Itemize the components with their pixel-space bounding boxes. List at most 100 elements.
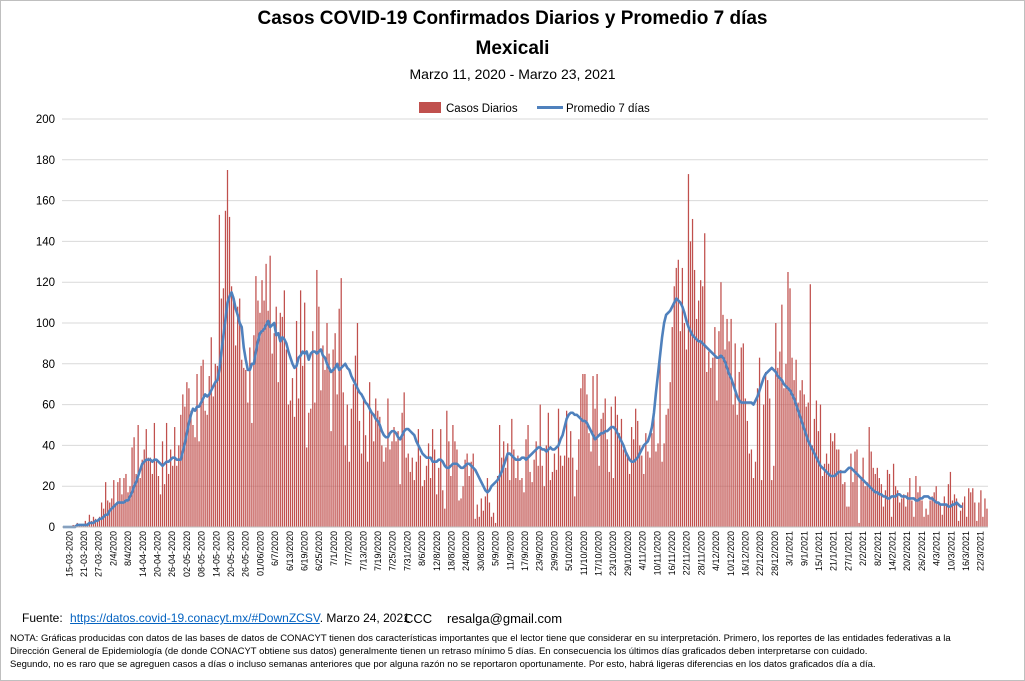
- bar: [133, 437, 135, 527]
- bar: [295, 320, 298, 527]
- bar: [501, 457, 503, 527]
- bar: [968, 488, 970, 527]
- x-tick-label: 10/11/2020: [652, 531, 662, 575]
- bar: [521, 478, 523, 527]
- bar: [281, 316, 283, 527]
- bar: [535, 441, 537, 527]
- bar: [88, 514, 91, 527]
- x-tick-label: 5/9/2020: [491, 531, 501, 566]
- bar: [464, 459, 466, 527]
- x-tick-label: 16/12/2020: [741, 531, 751, 576]
- y-tick-label: 140: [36, 236, 55, 248]
- bar: [480, 498, 482, 527]
- bar: [155, 459, 158, 527]
- x-tick-label: 9/1/2021: [799, 531, 809, 566]
- bar: [976, 520, 978, 527]
- bar: [135, 473, 137, 527]
- bar: [606, 439, 608, 527]
- bar: [905, 506, 907, 527]
- bar: [789, 288, 791, 527]
- bar: [257, 300, 259, 527]
- legend-label-bars: Casos Diarios: [446, 103, 518, 115]
- bar: [663, 443, 665, 527]
- x-tick-label: 3/1/2021: [785, 531, 795, 566]
- bar: [769, 398, 771, 527]
- bar: [728, 341, 730, 527]
- bar: [397, 431, 399, 527]
- x-tick-label: 20/2/2021: [902, 531, 912, 571]
- bar: [787, 272, 789, 527]
- bar: [673, 286, 675, 527]
- bar: [224, 210, 227, 528]
- bar: [436, 494, 438, 527]
- bar: [237, 306, 239, 527]
- bar: [547, 412, 549, 527]
- bar: [249, 347, 251, 527]
- bar: [610, 406, 612, 527]
- bar: [385, 447, 387, 527]
- x-tick-label: 23/10/2020: [608, 531, 618, 576]
- bar: [756, 388, 759, 527]
- bar: [779, 351, 781, 527]
- bar: [702, 286, 704, 527]
- chart-canvas: 0 20 40 60 80 100 120 140 160 180 200 15-03-2020 21…: [36, 102, 988, 577]
- bar: [153, 422, 156, 527]
- x-tick-label: 17/9/2020: [520, 531, 530, 571]
- bar: [884, 490, 887, 527]
- bar: [383, 461, 385, 527]
- bar: [381, 445, 383, 527]
- bar: [964, 496, 966, 527]
- bar: [488, 502, 491, 527]
- bar: [216, 365, 218, 527]
- bar: [797, 402, 799, 527]
- bar: [815, 400, 818, 527]
- bar: [267, 310, 269, 527]
- bar: [111, 498, 113, 527]
- bar: [364, 435, 367, 527]
- bar: [986, 508, 988, 527]
- x-tick-label: 7/31/2020: [402, 531, 412, 571]
- bar: [878, 478, 880, 527]
- bar: [308, 412, 310, 527]
- bar: [671, 327, 673, 527]
- bar: [939, 504, 941, 527]
- bar: [472, 453, 474, 527]
- x-tick-label: 10/3/2021: [946, 531, 956, 571]
- bar: [214, 363, 216, 527]
- bar: [141, 459, 143, 527]
- bar: [332, 349, 334, 527]
- bar: [161, 441, 164, 527]
- note-line-2: Dirección General de Epidemiología (de d…: [10, 646, 868, 657]
- bar: [555, 469, 558, 527]
- source-date: . Marzo 24, 2021: [319, 611, 410, 625]
- bar: [429, 478, 432, 527]
- x-tick-label: 23/9/2020: [535, 531, 545, 571]
- bar: [415, 461, 417, 527]
- bar: [647, 451, 649, 527]
- bar: [306, 447, 308, 527]
- bar: [525, 439, 527, 527]
- bar: [334, 333, 336, 527]
- bar: [917, 492, 919, 527]
- bar: [192, 425, 194, 527]
- bar: [618, 433, 621, 527]
- bar: [760, 480, 763, 527]
- bar: [813, 418, 816, 527]
- bar: [509, 480, 511, 527]
- bar: [897, 490, 899, 527]
- bar: [712, 357, 714, 527]
- bar: [145, 429, 147, 527]
- bar: [421, 486, 424, 527]
- bar: [643, 473, 645, 527]
- bar: [259, 312, 261, 527]
- bar: [951, 500, 954, 527]
- bar: [312, 331, 314, 527]
- bar: [677, 259, 679, 527]
- bar: [346, 404, 348, 527]
- source-link[interactable]: https://datos.covid-19.conacyt.mx/#DownZ…: [70, 611, 320, 625]
- bar: [777, 367, 779, 527]
- bar: [689, 241, 692, 527]
- x-tick-label: 26/2/2021: [917, 531, 927, 571]
- bar: [679, 331, 681, 527]
- bar: [117, 482, 119, 527]
